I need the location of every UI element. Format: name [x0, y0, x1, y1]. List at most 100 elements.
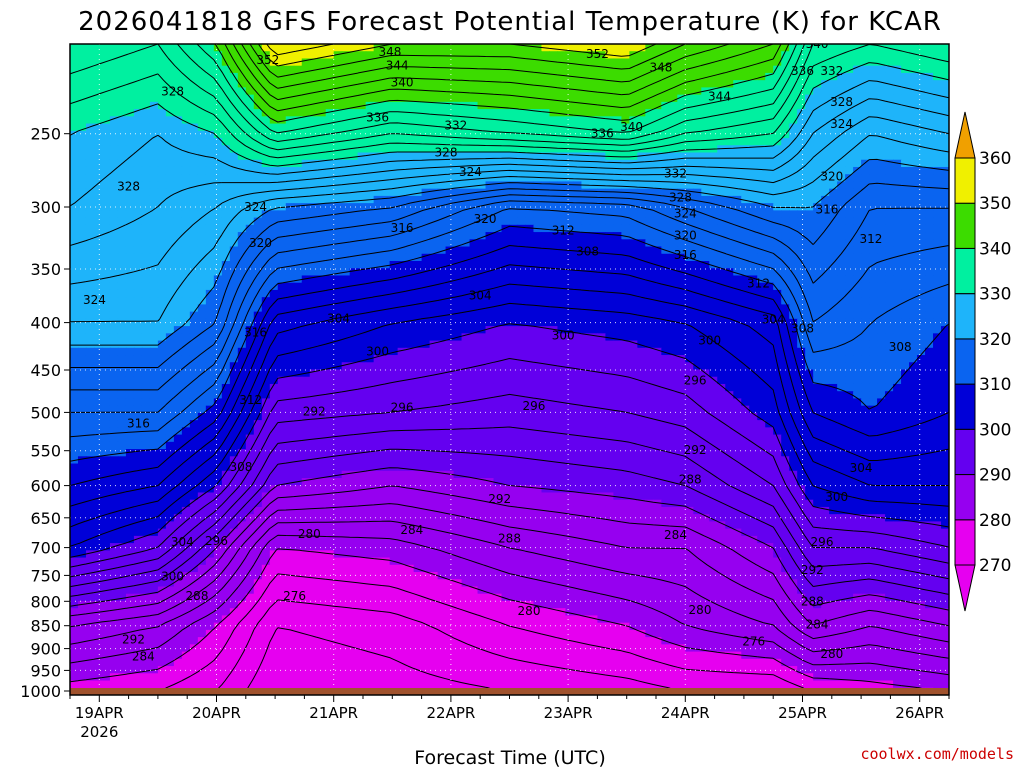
contour-label: 288 [186, 589, 209, 603]
contour-label: 320 [820, 169, 843, 183]
colorbar-segment [954, 157, 976, 204]
contour-label: 344 [708, 90, 731, 104]
contour-label: 280 [820, 647, 843, 661]
y-tick-label: 900 [30, 640, 61, 659]
contour-label: 292 [303, 405, 326, 419]
contour-label: 292 [488, 492, 511, 506]
contour-label: 320 [674, 228, 697, 242]
contour-label: 312 [239, 393, 262, 407]
contour-line-330 [70, 62, 949, 167]
contour-label: 328 [669, 191, 692, 205]
contour-label: 300 [698, 333, 721, 347]
contour-label: 308 [889, 340, 912, 354]
contour-label: 292 [122, 633, 145, 647]
contour-line-348 [249, 44, 686, 78]
x-tick-label: 22APR [426, 704, 475, 722]
colorbar-label: 270 [979, 556, 1011, 576]
contour-label: 332 [444, 119, 467, 133]
contour-label: 336 [366, 110, 389, 124]
colorbar-label: 280 [979, 511, 1011, 531]
contour-label: 288 [679, 473, 702, 487]
contour-label: 332 [820, 64, 843, 78]
colorbar-segment [954, 338, 976, 385]
contour-line-312 [70, 208, 949, 438]
contour-label: 312 [552, 223, 575, 237]
contour-line-292 [70, 448, 949, 597]
colorbar-segment [954, 519, 976, 566]
colorbar-legend: 270 280 290 300 310 320 330 340 350 360 [954, 111, 1011, 612]
y-tick-label: 700 [30, 539, 61, 558]
contour-line-316 [70, 194, 949, 391]
contour-line-340 [214, 44, 790, 123]
contour-line-350 [257, 44, 657, 67]
contour-label: 328 [830, 95, 853, 109]
contour-label: 312 [747, 277, 770, 291]
contour-label: 336 [591, 127, 614, 141]
y-tick-label: 350 [30, 260, 61, 279]
contour-line-290 [70, 467, 949, 611]
colorbar-under-arrow [954, 564, 976, 612]
contour-label: 324 [674, 207, 697, 221]
colorbar-label: 290 [979, 466, 1011, 486]
contour-line-332 [70, 44, 949, 159]
contour-line-308 [70, 245, 949, 487]
contour-label: 292 [801, 563, 824, 577]
contour-line-274 [245, 627, 510, 695]
x-tick-label: 21APR [309, 704, 358, 722]
contour-label: 352 [586, 47, 609, 61]
contour-label: 336 [791, 64, 814, 78]
contour-label: 292 [684, 443, 707, 457]
contour-label: 340 [806, 37, 829, 51]
ground-surface [70, 688, 949, 695]
contour-line-296 [70, 393, 949, 578]
y-tick-label: 300 [30, 198, 61, 217]
y-tick-label: 800 [30, 592, 61, 611]
colorbar-label: 340 [979, 239, 1011, 259]
contour-label: 324 [244, 200, 267, 214]
contour-label: 300 [552, 329, 575, 343]
contour-label: 344 [386, 59, 409, 73]
x-tick-year: 2026 [80, 723, 118, 741]
contour-label: 316 [391, 221, 414, 235]
contour-line-314 [70, 200, 949, 413]
colorbar-segment [954, 293, 976, 340]
contour-line-294 [70, 426, 949, 588]
y-tick-label: 400 [30, 314, 61, 333]
contour-label: 340 [620, 120, 643, 134]
contour-label: 280 [689, 603, 712, 617]
contour-line-344 [232, 44, 774, 101]
y-tick-label: 650 [30, 509, 61, 528]
contour-label: 304 [762, 313, 785, 327]
colorbar-over-arrow [954, 111, 976, 159]
contour-label: 328 [161, 84, 184, 98]
contour-label: 304 [850, 461, 873, 475]
contour-label: 348 [649, 60, 672, 74]
colorbar-label: 330 [979, 285, 1011, 305]
contour-label: 352 [256, 53, 279, 67]
contour-line-318 [70, 182, 949, 368]
contour-label: 304 [327, 312, 350, 326]
x-tick-label: 25APR [778, 704, 827, 722]
contour-label: 324 [830, 117, 853, 131]
contour-label: 324 [83, 293, 106, 307]
credit-link[interactable]: coolwx.com/models [860, 745, 1014, 763]
contour-label: 304 [469, 289, 492, 303]
contour-label: 296 [391, 401, 414, 415]
y-tick-label: 500 [30, 403, 61, 422]
colorbar-label: 360 [979, 149, 1011, 169]
contour-line-298 [70, 358, 949, 568]
y-tick-label: 750 [30, 566, 61, 585]
chart-title: 2026041818 GFS Forecast Potential Temper… [78, 7, 942, 37]
contour-label: 304 [171, 535, 194, 549]
colorbar-label: 350 [979, 194, 1011, 214]
contour-label: 284 [132, 650, 155, 664]
contour-line-322 [70, 135, 949, 323]
contour-line-288 [70, 485, 949, 627]
colorbar-segment [954, 428, 976, 475]
contour-label: 332 [664, 167, 687, 181]
contour-label: 320 [249, 236, 272, 250]
contour-label: 308 [229, 460, 252, 474]
contour-label: 300 [825, 490, 848, 504]
contour-label: 276 [742, 634, 765, 648]
